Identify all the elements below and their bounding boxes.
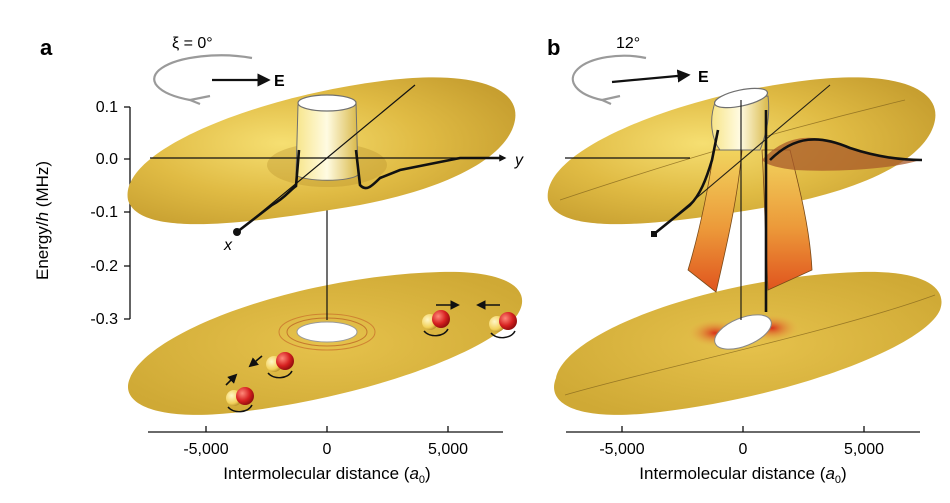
y-tick-label: 0.1 — [96, 99, 118, 116]
panel-a: a ξ = 0° E 0.1 0.0 -0.1 -0.2 -0.3 Energy… — [33, 35, 524, 486]
upper-surface-a — [127, 77, 516, 236]
lower-surface-b — [554, 271, 942, 415]
x-direction-axis — [239, 84, 416, 231]
panel-a-letter: a — [40, 35, 53, 60]
x-axis-title-b: Intermolecular distance (a0) — [639, 464, 846, 486]
x-axis-title-a: Intermolecular distance (a0) — [223, 464, 430, 486]
x-axis-a: -5,000 0 5,000 Intermolecular distance (… — [148, 426, 503, 486]
rotation-ellipse-icon — [571, 54, 647, 106]
molecule-icon — [422, 300, 460, 337]
lower-surface-a — [127, 160, 523, 415]
y-tick-label: 0.0 — [96, 151, 118, 168]
upper-surface-b — [547, 77, 936, 320]
y-tick-label: -0.2 — [90, 258, 118, 275]
panel-b-letter: b — [547, 35, 560, 60]
x-direction-label: x — [223, 237, 233, 254]
angle-label-a: ξ = 0° — [172, 35, 213, 52]
x-direction-axis-b — [653, 84, 831, 235]
y-tick-label: -0.1 — [90, 204, 118, 221]
x-tick-label: 0 — [323, 441, 332, 458]
x-tick-label: 5,000 — [844, 441, 884, 458]
field-label-b: E — [698, 69, 709, 86]
molecule-icon — [225, 373, 254, 413]
x-axis-b: -5,000 0 5,000 Intermolecular distance (… — [566, 426, 920, 486]
y-axis-a: 0.1 0.0 -0.1 -0.2 -0.3 Energy/h (MHz) — [33, 99, 131, 328]
molecule-icon — [248, 352, 294, 379]
x-tick-label: 0 — [739, 441, 748, 458]
y-direction-label: y — [514, 152, 524, 169]
x-tick-label: 5,000 — [428, 441, 468, 458]
molecule-icon — [476, 300, 517, 339]
x-tick-label: -5,000 — [599, 441, 644, 458]
panel-b: b 12° E — [547, 35, 942, 486]
field-arrow-icon — [611, 69, 691, 84]
x-tick-label: -5,000 — [183, 441, 228, 458]
y-axis-title: Energy/h (MHz) — [33, 161, 52, 280]
rotation-ellipse-icon — [153, 54, 253, 106]
y-tick-label: -0.3 — [90, 311, 118, 328]
field-label-a: E — [274, 73, 285, 90]
angle-label-b: 12° — [616, 35, 640, 52]
